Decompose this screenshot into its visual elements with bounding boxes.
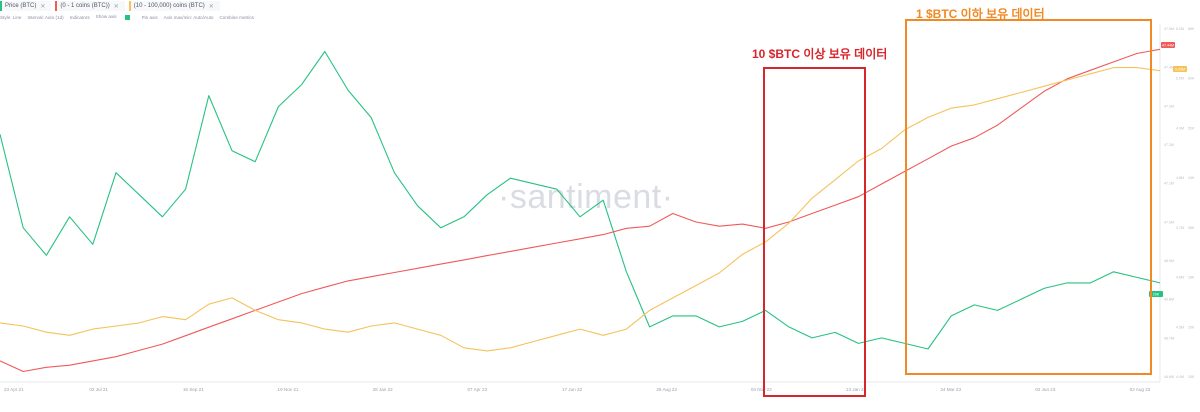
y-tick-label-green: 20K	[1188, 325, 1195, 329]
y-tick-label-red: 46.6M	[1164, 375, 1174, 379]
last-value-badge-green	[1149, 291, 1163, 297]
annotation-orange-box: 1 $BTC 이하 보유 데이터	[916, 7, 1045, 21]
x-tick-label: 23 Apr 21	[4, 387, 24, 392]
x-tick-label: 02 Aug 23	[1130, 387, 1151, 392]
y-tick-label-red: 46.8M	[1164, 298, 1174, 302]
watermark: ·santiment·	[498, 178, 674, 216]
x-tick-label: 26 Aug 22	[656, 387, 677, 392]
tab-small-holders-label: (0 - 1 coins (BTC))	[60, 3, 110, 9]
last-value-label-red: 47.44M	[1162, 43, 1174, 47]
y-tick-label-red: 47.1M	[1164, 182, 1174, 186]
y-tick-label-green: 36K	[1188, 226, 1195, 230]
series-line-large_holders	[0, 67, 1161, 352]
y-tick-label-yellow: 4.4M	[1176, 375, 1184, 379]
y-tick-label-green: 60K	[1188, 77, 1195, 81]
annotation-box-red	[763, 67, 866, 397]
x-tick-label: 17 Jun 22	[562, 387, 583, 392]
y-tick-label-red: 47.5M	[1164, 27, 1174, 31]
checkbox-icon	[124, 14, 130, 20]
pin-axis-toggle[interactable]: Pin axis	[141, 14, 158, 20]
show-axis-toggle[interactable]: Show axis	[95, 14, 136, 20]
y-tick-label-red: 47.4M	[1164, 66, 1174, 70]
last-value-label-yellow: 5.05M	[1175, 67, 1185, 71]
x-tick-label: 13 Jan 23	[846, 387, 867, 392]
close-icon[interactable]: ✕	[113, 3, 119, 10]
x-tick-label: 02 Jul 21	[89, 387, 108, 392]
x-tick-label: 28 Jan 22	[373, 387, 394, 392]
indicators-button[interactable]: Indicators	[69, 14, 90, 20]
tab-price[interactable]: Price (BTC) ✕	[0, 1, 52, 11]
last-value-badge-yellow	[1173, 66, 1187, 72]
y-tick-label-green: 28K	[1188, 276, 1195, 280]
y-tick-label-green: 68K	[1188, 27, 1195, 31]
tab-price-label: Price (BTC)	[5, 3, 37, 9]
tab-small-holders[interactable]: (0 - 1 coins (BTC)) ✕	[55, 1, 125, 11]
y-tick-label-red: 47.0M	[1164, 220, 1174, 224]
x-tick-label: 19 Nov 21	[278, 387, 299, 392]
tab-large-holders[interactable]: (10 - 100,000) coins (BTC) ✕	[128, 1, 220, 11]
style-select[interactable]: Style: Line	[0, 14, 22, 20]
y-tick-label-red: 46.9M	[1164, 259, 1174, 263]
y-tick-label-red: 47.2M	[1164, 143, 1174, 147]
interval-select[interactable]: Interval: Auto (1d)	[27, 14, 64, 20]
y-tick-label-yellow: 5.2M	[1176, 27, 1184, 31]
y-tick-label-yellow: 4.8M	[1176, 176, 1184, 180]
close-icon[interactable]: ✕	[40, 3, 46, 10]
axis-max-min-select[interactable]: Axis max/min: Auto/Auto	[163, 14, 214, 20]
x-tick-label: 04 Nov 22	[751, 387, 772, 392]
y-tick-label-yellow: 4.7M	[1176, 226, 1184, 230]
last-value-label-green: 29K	[1153, 292, 1160, 296]
metric-tabs: Price (BTC) ✕ (0 - 1 coins (BTC)) ✕ (10 - …	[0, 0, 224, 12]
show-axis-label: Show axis	[95, 14, 117, 20]
last-value-badge-red	[1161, 42, 1175, 48]
x-tick-label: 15 Sep 21	[183, 387, 204, 392]
y-tick-label-yellow: 4.5M	[1176, 325, 1184, 329]
y-tick-label-red: 47.3M	[1164, 104, 1174, 108]
annotation-red-box: 10 $BTC 이상 보유 데이터	[752, 47, 888, 61]
y-tick-label-green: 15K	[1188, 375, 1195, 379]
x-tick-label: 07 Apr 22	[467, 387, 487, 392]
series-line-small_holders	[0, 48, 1161, 373]
y-tick-label-green: 44K	[1188, 176, 1195, 180]
y-tick-label-yellow: 5.0M	[1176, 77, 1184, 81]
y-tick-label-green: 52K	[1188, 126, 1195, 130]
close-icon[interactable]: ✕	[208, 3, 214, 10]
chart-toolbar: Style: Line Interval: Auto (1d) Indicato…	[0, 12, 260, 22]
y-tick-label-yellow: 4.9M	[1176, 126, 1184, 130]
annotation-box-orange	[905, 19, 1152, 375]
y-tick-label-red: 46.7M	[1164, 336, 1174, 340]
x-tick-label: 02 Jun 23	[1035, 387, 1056, 392]
tab-large-holders-label: (10 - 100,000) coins (BTC)	[133, 3, 205, 9]
y-tick-label-yellow: 4.6M	[1176, 276, 1184, 280]
combine-metrics-button[interactable]: Combine metrics	[219, 14, 254, 20]
series-line-price	[0, 50, 1161, 350]
x-tick-label: 24 Mar 23	[940, 387, 961, 392]
